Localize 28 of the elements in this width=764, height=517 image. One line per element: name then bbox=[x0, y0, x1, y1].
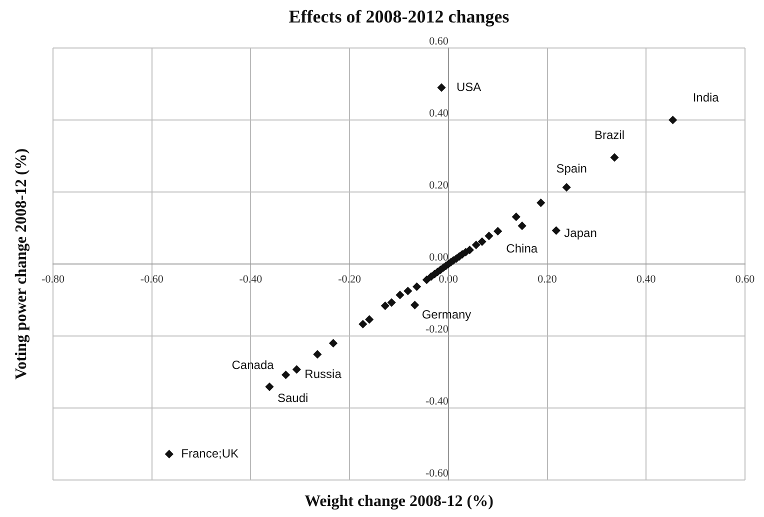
y-tick-label: 0.40 bbox=[429, 107, 449, 120]
annotation: Russia bbox=[304, 366, 342, 381]
x-tick-label: 0.60 bbox=[735, 273, 756, 286]
x-tick-label: 0.20 bbox=[538, 273, 558, 286]
y-tick-label: 0.00 bbox=[429, 251, 449, 264]
x-tick-label: -0.80 bbox=[42, 273, 65, 286]
y-tick-label: -0.60 bbox=[426, 467, 449, 480]
y-tick-label: -0.40 bbox=[426, 395, 449, 408]
x-axis-title: Weight change 2008-12 (%) bbox=[304, 493, 494, 510]
y-tick-label: 0.20 bbox=[429, 179, 449, 192]
annotation: India bbox=[692, 90, 720, 104]
y-tick-label: -0.20 bbox=[426, 323, 449, 336]
annotation: Canada bbox=[232, 358, 274, 372]
annotation: China bbox=[506, 242, 538, 256]
chart-title: Effects of 2008-2012 changes bbox=[288, 6, 510, 27]
annotation: USA bbox=[456, 80, 482, 94]
annotation: France;UK bbox=[181, 446, 239, 460]
annotation: Brazil bbox=[594, 128, 625, 142]
x-tick-label: -0.40 bbox=[239, 273, 263, 286]
annotation: Saudi bbox=[277, 391, 308, 406]
annotation: Japan bbox=[564, 226, 597, 240]
x-tick-label: 0.40 bbox=[636, 273, 656, 286]
annotation: Germany bbox=[422, 307, 472, 322]
y-tick-label: 0.60 bbox=[429, 35, 449, 48]
annotation: Spain bbox=[556, 162, 587, 176]
y-axis-title: Voting power change 2008-12 (%) bbox=[13, 148, 30, 380]
x-tick-label: -0.60 bbox=[140, 273, 164, 286]
x-tick-label: -0.20 bbox=[338, 273, 362, 286]
